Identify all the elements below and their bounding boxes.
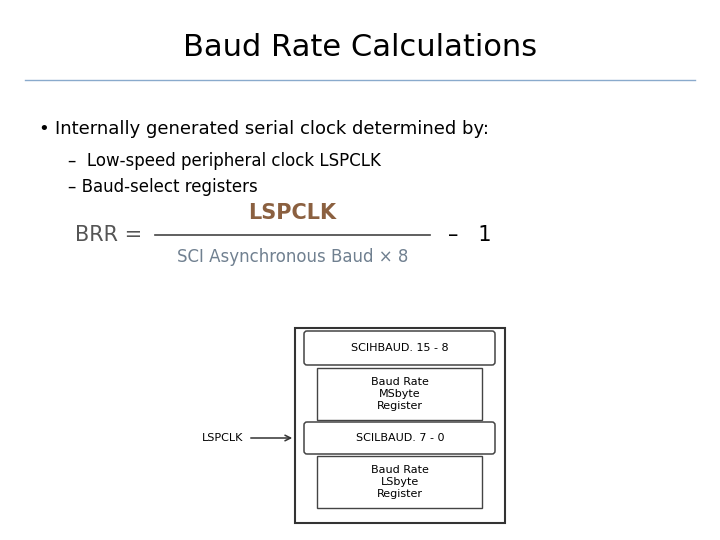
Text: LSPCLK: LSPCLK	[248, 203, 336, 223]
Text: SCIHBAUD. 15 - 8: SCIHBAUD. 15 - 8	[351, 343, 449, 353]
Text: –   1: – 1	[448, 225, 492, 245]
FancyBboxPatch shape	[304, 331, 495, 365]
Text: – Baud-select registers: – Baud-select registers	[68, 178, 258, 196]
Text: •: •	[38, 120, 49, 138]
Bar	[295, 328, 505, 523]
Text: SCILBAUD. 7 - 0: SCILBAUD. 7 - 0	[356, 433, 444, 443]
Text: SCI Asynchronous Baud × 8: SCI Asynchronous Baud × 8	[177, 248, 408, 266]
Text: BRR =: BRR =	[75, 225, 149, 245]
Text: Baud Rate Calculations: Baud Rate Calculations	[183, 33, 537, 63]
FancyBboxPatch shape	[304, 422, 495, 454]
Bar	[317, 456, 482, 508]
Text: Baud Rate
LSbyte
Register: Baud Rate LSbyte Register	[371, 465, 429, 498]
Text: –  Low-speed peripheral clock LSPCLK: – Low-speed peripheral clock LSPCLK	[68, 152, 381, 170]
Bar	[317, 368, 482, 420]
Text: Baud Rate
MSbyte
Register: Baud Rate MSbyte Register	[371, 377, 429, 410]
Text: LSPCLK: LSPCLK	[202, 433, 243, 443]
Text: Internally generated serial clock determined by:: Internally generated serial clock determ…	[55, 120, 489, 138]
